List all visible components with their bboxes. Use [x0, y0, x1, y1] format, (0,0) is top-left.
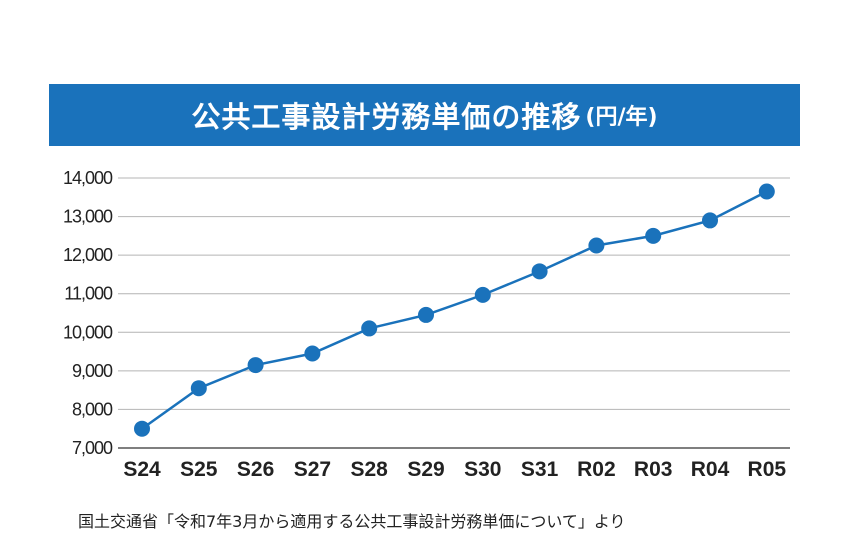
y-tick-label: 11,000: [64, 284, 113, 304]
x-tick-label: S26: [237, 458, 274, 481]
data-point: [190, 380, 207, 397]
data-point: [134, 420, 150, 437]
data-point: [531, 263, 548, 280]
x-tick-label: S29: [407, 458, 444, 481]
data-point: [304, 345, 321, 362]
data-point: [361, 320, 378, 337]
x-tick-label: S31: [521, 458, 559, 481]
chart-unit: (円/年): [585, 105, 658, 130]
x-tick-label: R05: [748, 458, 787, 481]
y-tick-label: 14,000: [63, 168, 113, 188]
x-tick-label: R03: [634, 458, 673, 481]
x-tick-label: R02: [577, 458, 616, 481]
series-line: [141, 190, 768, 430]
y-tick-label: 10,000: [63, 322, 113, 342]
data-point: [247, 357, 264, 374]
chart-title: 公共工事設計労務単価の推移: [191, 100, 582, 134]
x-tick-label: S24: [123, 458, 161, 481]
x-tick-label: S30: [464, 458, 501, 481]
chart-title-bar: 公共工事設計労務単価の推移 (円/年): [49, 84, 800, 146]
data-point: [418, 306, 434, 323]
data-point: [758, 183, 775, 200]
data-point: [588, 237, 605, 254]
source-note: 国土交通省「令和7年3月から適用する公共工事設計労務単価について」より: [78, 512, 626, 531]
line-chart: 7,000 8,000 9,000 10,000 11,000 12,000 13,000 1…: [63, 168, 790, 481]
y-tick-label: 12,000: [63, 245, 113, 265]
data-point: [645, 227, 662, 244]
x-tick-label: S28: [351, 458, 389, 481]
x-tick-label: S25: [180, 458, 218, 481]
x-tick-label: R04: [691, 458, 730, 481]
y-tick-label: 7,000: [72, 438, 113, 458]
y-tick-label: 9,000: [72, 361, 113, 381]
data-point: [702, 212, 718, 229]
y-tick-label: 13,000: [63, 207, 113, 227]
data-point: [474, 286, 491, 303]
x-tick-label: S27: [294, 458, 331, 481]
y-tick-label: 8,000: [72, 399, 113, 419]
